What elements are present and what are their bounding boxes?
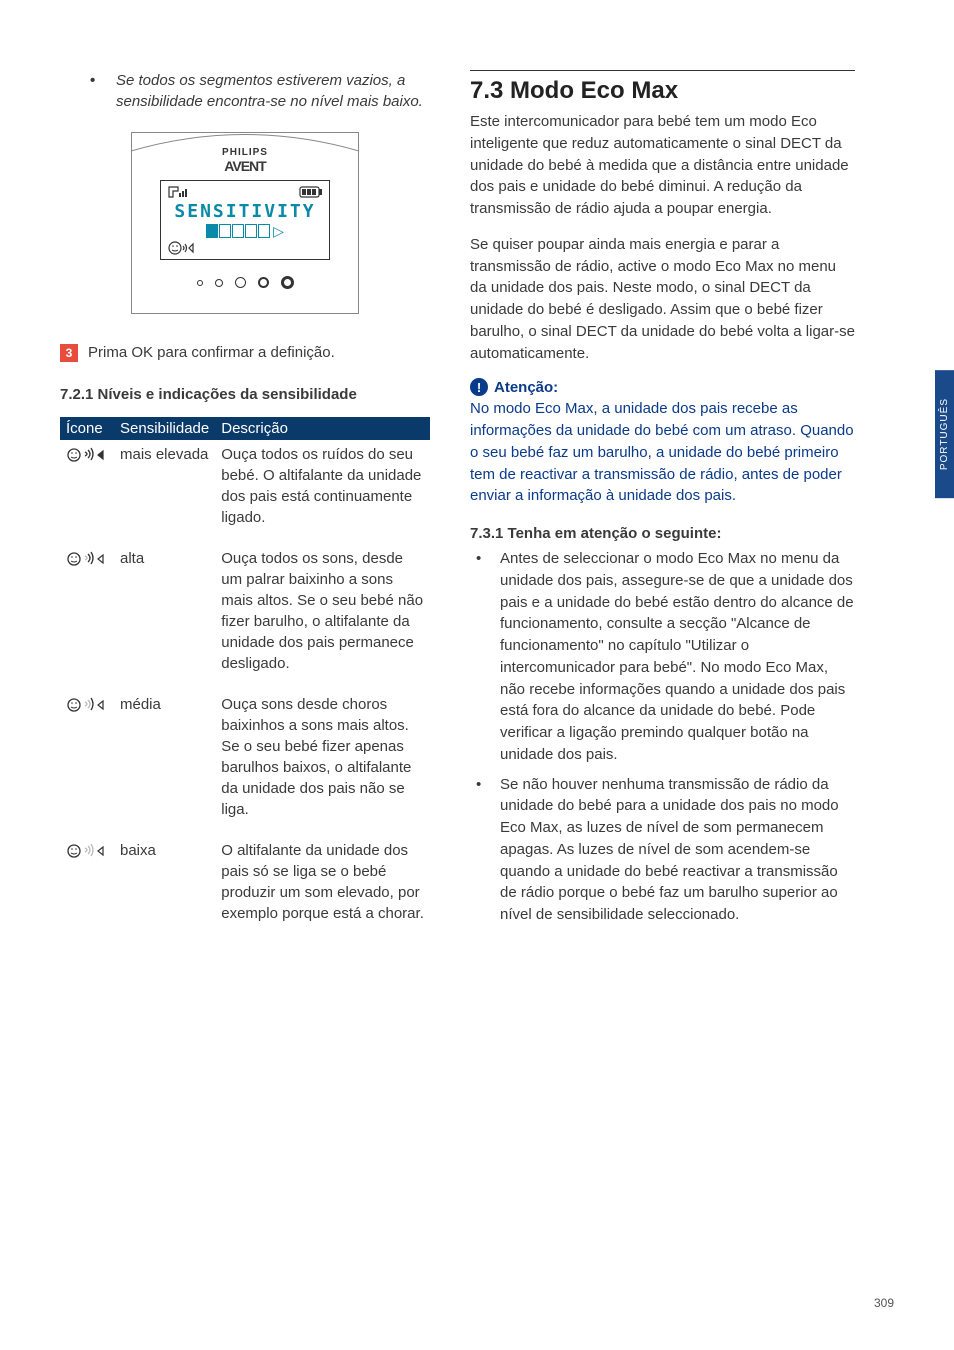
device-subbrand: AVENT [224, 158, 265, 174]
step-3: 3 Prima OK para confirmar a definição. [60, 344, 430, 362]
sensitivity-description: Ouça todos os sons, desde um palrar baix… [215, 544, 430, 690]
para-1: Este intercomunicador para bebé tem um m… [470, 111, 855, 220]
bullet-text: Se não houver nenhuma transmissão de rád… [500, 774, 855, 926]
sensitivity-segment [258, 224, 270, 238]
th-description: Descrição [215, 417, 430, 440]
battery-icon [299, 186, 323, 198]
step-number-badge: 3 [60, 344, 78, 362]
list-item: •Antes de seleccionar o modo Eco Max no … [470, 548, 855, 766]
smiley-speaker-icon [167, 240, 323, 261]
led-dot [281, 276, 294, 289]
warning-label: Atenção: [494, 379, 558, 396]
bullet-dot: • [470, 774, 500, 926]
screen-label: SENSITIVITY [167, 201, 323, 222]
sensitivity-icon [60, 690, 114, 836]
signal-icon [167, 185, 189, 199]
sensitivity-level: baixa [114, 836, 215, 940]
sensitivity-level: alta [114, 544, 215, 690]
sensitivity-description: Ouça sons desde choros baixinhos a sons … [215, 690, 430, 836]
para-2: Se quiser poupar ainda mais energia e pa… [470, 234, 855, 365]
device-led-dots [197, 276, 294, 289]
device-brand: PHILIPS [222, 147, 268, 158]
led-dot [215, 279, 223, 287]
sensitivity-description: Ouça todos os ruídos do seu bebé. O alti… [215, 440, 430, 544]
arrow-right-icon: ▷ [273, 224, 284, 238]
device-screen: SENSITIVITY ▷ [160, 180, 330, 260]
led-dot [197, 280, 203, 286]
language-tab: PORTUGUÊS [935, 370, 954, 498]
led-dot [235, 277, 246, 288]
notes-list: •Antes de seleccionar o modo Eco Max no … [470, 548, 855, 926]
warning-text: No modo Eco Max, a unidade dos pais rece… [470, 398, 855, 507]
bullet-text: Antes de seleccionar o modo Eco Max no m… [500, 548, 855, 766]
sensitivity-segment [219, 224, 231, 238]
th-icon: Ícone [60, 417, 114, 440]
sensitivity-segment [206, 224, 218, 238]
led-dot [258, 277, 269, 288]
note-text: Se todos os segmentos estiverem vazios, … [116, 70, 430, 112]
sensitivity-bar: ▷ [167, 224, 323, 238]
section-rule [470, 70, 855, 71]
bullet-dot: • [470, 548, 500, 766]
list-item: •Se não houver nenhuma transmissão de rá… [470, 774, 855, 926]
table-row: mais elevada Ouça todos os ruídos do seu… [60, 440, 430, 544]
bullet-dot: • [90, 70, 116, 112]
sensitivity-table: Ícone Sensibilidade Descrição mais eleva… [60, 417, 430, 940]
table-row: alta Ouça todos os sons, desde um palrar… [60, 544, 430, 690]
sensitivity-icon [60, 440, 114, 544]
sensitivity-segment [232, 224, 244, 238]
sensitivity-description: O altifalante da unidade dos pais só se … [215, 836, 430, 940]
th-sensitivity: Sensibilidade [114, 417, 215, 440]
table-row: baixa O altifalante da unidade dos pais … [60, 836, 430, 940]
device-illustration: PHILIPS AVENT SENSITIVITY ▷ [131, 132, 359, 314]
sensitivity-level: média [114, 690, 215, 836]
subsection-721: 7.2.1 Níveis e indicações da sensibilida… [60, 386, 430, 403]
subsection-731: 7.3.1 Tenha em atenção o seguinte: [470, 525, 855, 542]
sensitivity-icon [60, 544, 114, 690]
sensitivity-empty-note: • Se todos os segmentos estiverem vazios… [60, 70, 430, 112]
section-title-73: 7.3 Modo Eco Max [470, 77, 855, 105]
sensitivity-level: mais elevada [114, 440, 215, 544]
step-text: Prima OK para confirmar a definição. [88, 344, 335, 361]
table-row: média Ouça sons desde choros baixinhos a… [60, 690, 430, 836]
warning-heading: ! Atenção: [470, 378, 855, 396]
page-number: 309 [874, 1296, 894, 1310]
sensitivity-segment [245, 224, 257, 238]
warning-icon: ! [470, 378, 488, 396]
sensitivity-icon [60, 836, 114, 940]
